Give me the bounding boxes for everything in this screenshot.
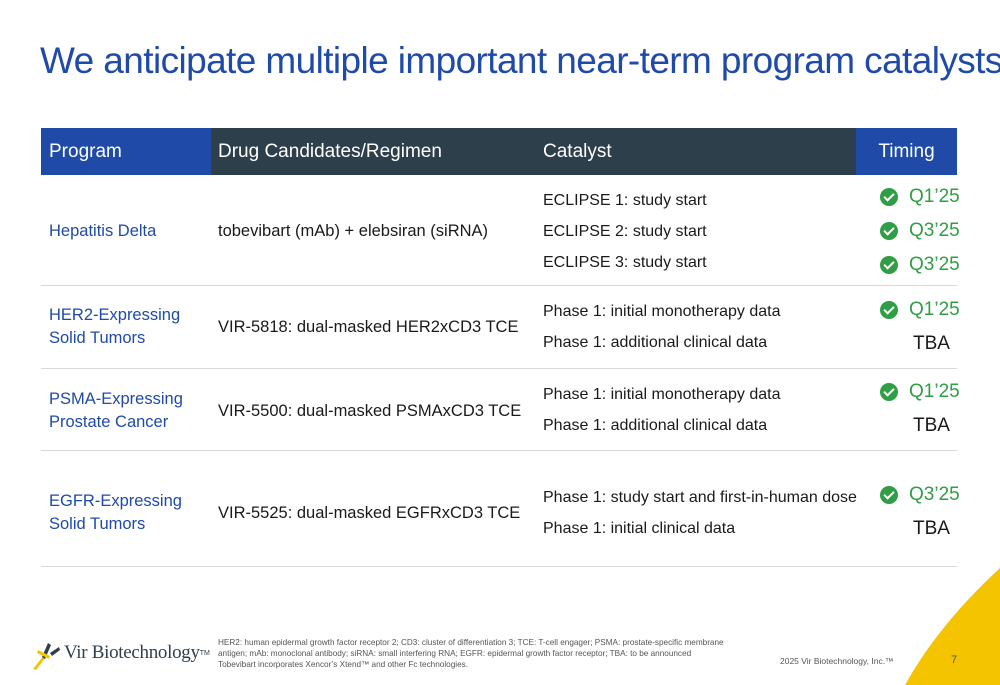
timing-label: Q1’25 bbox=[909, 381, 960, 402]
check-icon bbox=[880, 301, 898, 319]
program-name: EGFR-Expressing Solid Tumors bbox=[49, 490, 182, 536]
footnote-line: antigen; mAb: monoclonal antibody; siRNA… bbox=[218, 649, 692, 658]
program-line: HER2-Expressing bbox=[49, 306, 181, 324]
timing-item: Q3’25 bbox=[880, 484, 960, 506]
timing-label: Q3’25 bbox=[909, 220, 960, 241]
copyright: 2025 Vir Biotechnology, Inc.™ bbox=[780, 656, 894, 666]
drug-candidate: VIR-5818: dual-masked HER2xCD3 TCE bbox=[218, 318, 519, 336]
table-header: Program Drug Candidates/Regimen Catalyst… bbox=[41, 128, 957, 175]
vir-logo-mark bbox=[33, 643, 60, 670]
drug-candidate: VIR-5525: dual-masked EGFRxCD3 TCE bbox=[218, 504, 521, 522]
header-timing: Timing bbox=[856, 128, 957, 175]
table-row: Hepatitis Delta tobevibart (mAb) + elebs… bbox=[41, 175, 960, 286]
timing-item: TBA bbox=[909, 415, 950, 437]
program-line: Solid Tumors bbox=[49, 515, 146, 533]
catalyst-item: ECLIPSE 3: study start bbox=[543, 254, 707, 271]
page-title: We anticipate multiple important near-te… bbox=[40, 40, 1000, 81]
check-icon bbox=[880, 383, 898, 401]
catalyst-item: Phase 1: initial monotherapy data bbox=[543, 386, 781, 403]
program-line: Hepatitis Delta bbox=[49, 222, 157, 240]
page-number: 7 bbox=[951, 654, 958, 666]
catalyst-item: Phase 1: additional clinical data bbox=[543, 334, 768, 351]
timing-label: TBA bbox=[913, 518, 950, 539]
catalyst-table: Program Drug Candidates/Regimen Catalyst… bbox=[41, 128, 960, 567]
table-row: HER2-Expressing Solid Tumors VIR-5818: d… bbox=[41, 286, 960, 369]
timing-item: Q3’25 bbox=[880, 254, 960, 276]
check-icon bbox=[880, 188, 898, 206]
timing-label: Q3’25 bbox=[909, 254, 960, 275]
program-line: Solid Tumors bbox=[49, 329, 146, 347]
timing-item: Q1’25 bbox=[880, 381, 960, 403]
header-drug: Drug Candidates/Regimen bbox=[218, 141, 442, 162]
catalyst-item: Phase 1: study start and first-in-human … bbox=[543, 489, 857, 506]
timing-item: TBA bbox=[909, 333, 950, 355]
timing-label: Q1’25 bbox=[909, 299, 960, 320]
program-line: Prostate Cancer bbox=[49, 413, 169, 431]
timing-label: Q1’25 bbox=[909, 186, 960, 207]
check-icon bbox=[880, 256, 898, 274]
check-icon bbox=[880, 486, 898, 504]
timing-item: Q1’25 bbox=[880, 186, 960, 208]
logo-text: Vir Biotechnology bbox=[64, 642, 200, 663]
timing-item: TBA bbox=[909, 518, 950, 540]
catalyst-item: Phase 1: initial monotherapy data bbox=[543, 303, 781, 320]
check-icon bbox=[880, 222, 898, 240]
timing-item: Q3’25 bbox=[880, 220, 960, 242]
timing-label: TBA bbox=[913, 415, 950, 436]
program-name: Hepatitis Delta bbox=[49, 220, 156, 243]
catalyst-item: ECLIPSE 1: study start bbox=[543, 192, 707, 209]
catalyst-item: ECLIPSE 2: study start bbox=[543, 223, 707, 240]
table-row: PSMA-Expressing Prostate Cancer VIR-5500… bbox=[41, 369, 960, 451]
footnote: HER2: human epidermal growth factor rece… bbox=[218, 637, 738, 670]
program-name: PSMA-Expressing Prostate Cancer bbox=[49, 388, 183, 434]
company-logo: Vir Biotechnology TM bbox=[30, 633, 210, 673]
header-catalyst: Catalyst bbox=[543, 141, 612, 162]
footnote-line: HER2: human epidermal growth factor rece… bbox=[218, 638, 724, 647]
program-line: EGFR-Expressing bbox=[49, 492, 182, 510]
drug-candidate: tobevibart (mAb) + elebsiran (siRNA) bbox=[218, 222, 489, 240]
timing-label: TBA bbox=[913, 333, 950, 354]
timing-label: Q3’25 bbox=[909, 484, 960, 505]
header-program: Program bbox=[41, 128, 211, 175]
program-line: PSMA-Expressing bbox=[49, 390, 183, 408]
drug-candidate: VIR-5500: dual-masked PSMAxCD3 TCE bbox=[218, 402, 522, 420]
catalyst-item: Phase 1: initial clinical data bbox=[543, 520, 736, 537]
program-name: HER2-Expressing Solid Tumors bbox=[49, 304, 180, 350]
table-row: EGFR-Expressing Solid Tumors VIR-5525: d… bbox=[41, 451, 960, 567]
catalyst-item: Phase 1: additional clinical data bbox=[543, 417, 768, 434]
footnote-line: Tobevibart incorporates Xencor’s Xtend™ … bbox=[218, 660, 469, 669]
logo-trademark: TM bbox=[199, 649, 210, 657]
timing-item: Q1’25 bbox=[880, 299, 960, 321]
